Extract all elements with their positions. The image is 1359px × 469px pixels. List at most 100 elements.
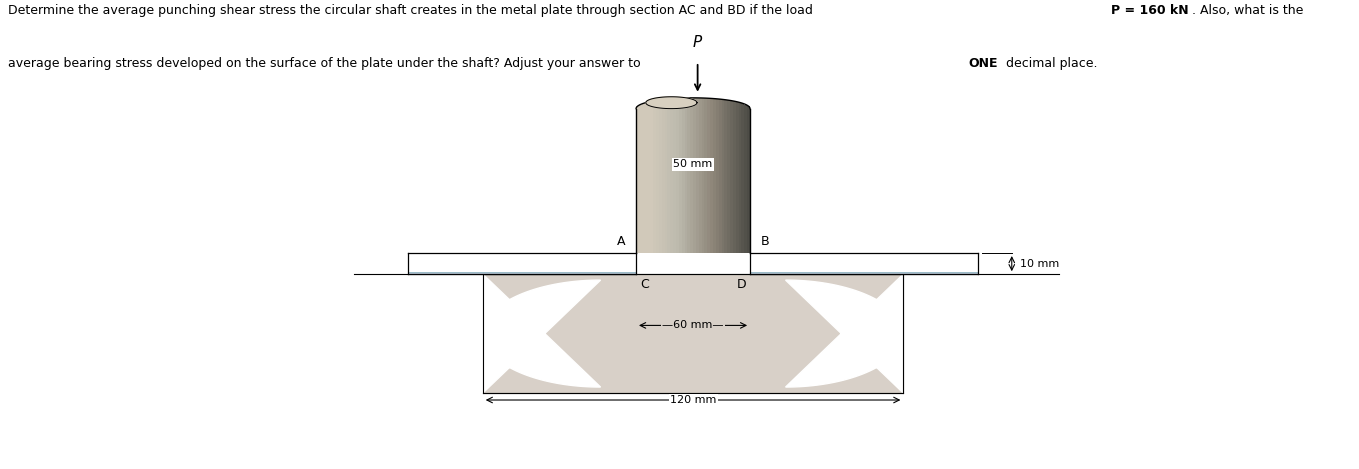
Bar: [739, 103, 742, 109]
Bar: [408, 272, 636, 273]
Bar: [722, 109, 724, 253]
Bar: [659, 109, 662, 253]
Bar: [733, 101, 735, 109]
Bar: [654, 109, 656, 253]
Text: average bearing stress developed on the surface of the plate under the shaft? Ad: average bearing stress developed on the …: [8, 57, 644, 70]
Bar: [707, 109, 711, 253]
Bar: [408, 273, 636, 274]
Bar: [690, 98, 693, 109]
Bar: [745, 109, 747, 253]
Bar: [716, 99, 719, 109]
Bar: [644, 109, 647, 253]
Bar: [680, 109, 682, 253]
Bar: [747, 106, 750, 109]
Text: decimal place.: decimal place.: [1003, 57, 1098, 70]
Bar: [750, 272, 978, 273]
Bar: [408, 273, 636, 274]
Bar: [408, 272, 636, 273]
Bar: [699, 109, 701, 253]
Bar: [651, 101, 654, 109]
Bar: [636, 106, 639, 109]
Bar: [408, 273, 636, 274]
Bar: [701, 98, 704, 109]
Bar: [750, 273, 978, 274]
Bar: [675, 109, 680, 253]
Bar: [408, 272, 636, 273]
Text: 120 mm: 120 mm: [670, 395, 716, 405]
Bar: [482, 274, 904, 393]
Bar: [670, 109, 673, 253]
Bar: [656, 109, 659, 253]
Bar: [713, 109, 716, 253]
Bar: [408, 272, 636, 273]
Bar: [408, 272, 636, 274]
Bar: [750, 273, 978, 274]
Bar: [750, 273, 978, 274]
Bar: [682, 98, 685, 109]
Bar: [408, 272, 636, 273]
Bar: [750, 272, 978, 274]
Bar: [659, 100, 662, 109]
Bar: [688, 98, 690, 109]
Bar: [685, 109, 688, 253]
Text: 50 mm: 50 mm: [674, 159, 712, 169]
Bar: [690, 109, 693, 253]
Bar: [693, 98, 696, 109]
Bar: [722, 99, 724, 109]
Bar: [696, 98, 699, 109]
Bar: [711, 98, 713, 109]
Bar: [747, 109, 750, 253]
Bar: [716, 109, 719, 253]
Bar: [408, 272, 636, 273]
Bar: [750, 272, 978, 273]
Bar: [408, 272, 636, 274]
Bar: [750, 273, 978, 274]
Bar: [665, 109, 667, 253]
Bar: [724, 100, 727, 109]
Bar: [408, 272, 636, 273]
Bar: [745, 105, 747, 109]
Text: D: D: [737, 278, 746, 291]
Bar: [408, 272, 636, 273]
Bar: [727, 109, 730, 253]
Bar: [704, 98, 707, 109]
Bar: [685, 98, 688, 109]
Bar: [704, 109, 707, 253]
Bar: [639, 109, 641, 253]
Polygon shape: [646, 97, 697, 109]
Bar: [662, 109, 665, 253]
Bar: [719, 99, 722, 109]
Bar: [667, 99, 670, 109]
Bar: [730, 101, 733, 109]
Bar: [699, 98, 701, 109]
Bar: [750, 272, 978, 274]
Bar: [713, 98, 716, 109]
Bar: [408, 272, 636, 273]
Bar: [750, 272, 978, 273]
Bar: [693, 109, 696, 253]
Bar: [408, 272, 636, 273]
Bar: [701, 109, 704, 253]
Bar: [647, 109, 651, 253]
Text: 10 mm: 10 mm: [1019, 258, 1059, 269]
Bar: [651, 109, 654, 253]
Bar: [711, 109, 713, 253]
Bar: [647, 102, 651, 109]
Bar: [675, 98, 680, 109]
Polygon shape: [482, 274, 601, 393]
Bar: [696, 109, 699, 253]
Bar: [750, 273, 978, 274]
Bar: [750, 272, 978, 273]
Bar: [636, 109, 639, 253]
Bar: [644, 103, 647, 109]
Bar: [750, 273, 978, 274]
Bar: [730, 109, 733, 253]
Bar: [750, 272, 978, 273]
Bar: [750, 272, 978, 273]
Bar: [665, 99, 667, 109]
Bar: [656, 100, 659, 109]
Text: P = 160 kN: P = 160 kN: [1110, 4, 1188, 17]
Bar: [408, 272, 636, 273]
Text: —60 mm—: —60 mm—: [662, 320, 724, 331]
Bar: [739, 109, 742, 253]
